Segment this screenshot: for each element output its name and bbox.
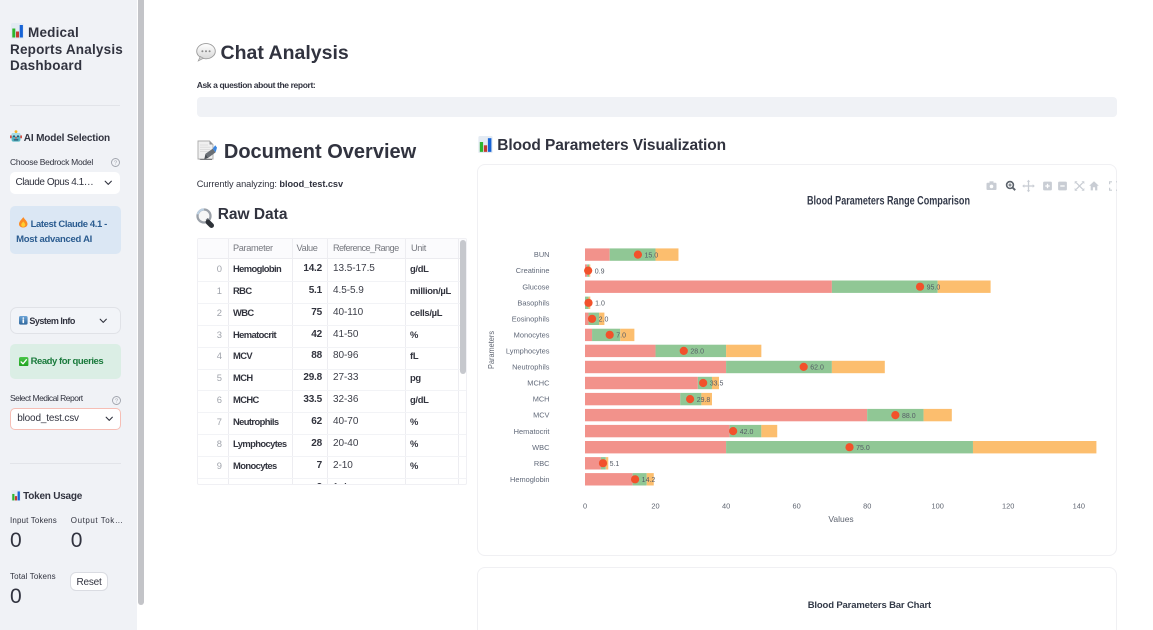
svg-text:42.0: 42.0 <box>739 429 753 436</box>
svg-text:88.0: 88.0 <box>901 413 915 420</box>
svg-text:Lymphocytes: Lymphocytes <box>505 347 549 356</box>
svg-text:0.9: 0.9 <box>594 268 604 275</box>
svg-text:MCH: MCH <box>532 395 549 404</box>
svg-text:Neutrophils: Neutrophils <box>512 363 550 372</box>
svg-text:95.0: 95.0 <box>926 284 940 291</box>
svg-text:MCV: MCV <box>533 411 549 420</box>
svg-text:140: 140 <box>1072 502 1084 511</box>
svg-text:?: ? <box>115 398 119 404</box>
svg-text:Values: Values <box>828 514 853 524</box>
svg-text:100: 100 <box>931 502 943 511</box>
svg-text:75.0: 75.0 <box>856 445 870 452</box>
svg-text:Creatinine: Creatinine <box>515 266 549 275</box>
svg-text:Hemoglobin: Hemoglobin <box>510 475 550 484</box>
svg-text:14.2: 14.2 <box>641 477 655 484</box>
svg-text:80: 80 <box>863 502 871 511</box>
svg-text:62.0: 62.0 <box>810 365 824 372</box>
svg-text:28.0: 28.0 <box>690 349 704 356</box>
svg-text:Basophils: Basophils <box>517 298 549 307</box>
svg-text:1.0: 1.0 <box>595 300 605 307</box>
svg-text:20: 20 <box>651 502 659 511</box>
svg-text:5.1: 5.1 <box>609 461 619 468</box>
svg-text:?: ? <box>114 161 118 167</box>
svg-text:120: 120 <box>1002 502 1014 511</box>
svg-text:RBC: RBC <box>533 459 549 468</box>
svg-text:7.0: 7.0 <box>616 333 626 340</box>
svg-text:Eosinophils: Eosinophils <box>511 314 549 323</box>
svg-text:40: 40 <box>721 502 729 511</box>
svg-text:WBC: WBC <box>532 443 550 452</box>
svg-text:MCHC: MCHC <box>527 379 550 388</box>
svg-text:Hematocrit: Hematocrit <box>513 427 549 436</box>
svg-text:0: 0 <box>582 502 586 511</box>
svg-text:33.5: 33.5 <box>709 381 723 388</box>
svg-text:29.8: 29.8 <box>696 397 710 404</box>
svg-text:Parameters: Parameters <box>487 331 496 369</box>
svg-text:15.0: 15.0 <box>644 252 658 259</box>
svg-text:BUN: BUN <box>533 250 549 259</box>
svg-text:Monocytes: Monocytes <box>513 330 549 339</box>
svg-text:2.0: 2.0 <box>598 317 608 324</box>
svg-text:Blood Parameters Range Compari: Blood Parameters Range Comparison <box>807 195 970 207</box>
svg-text:Glucose: Glucose <box>522 282 549 291</box>
svg-text:60: 60 <box>792 502 800 511</box>
